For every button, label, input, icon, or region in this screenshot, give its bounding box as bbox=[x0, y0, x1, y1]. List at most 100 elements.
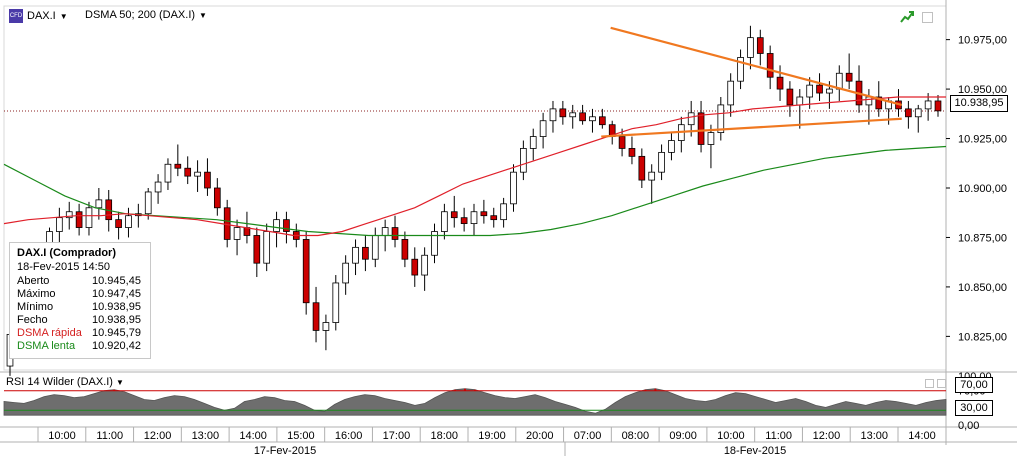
candle-body bbox=[924, 100, 932, 110]
candle-body bbox=[95, 199, 103, 209]
candle bbox=[391, 215, 399, 248]
ohlc-info-box: DAX.I (Comprador) 18-Fev-2015 14:50 Aber… bbox=[9, 242, 151, 359]
time-tick-label: 09:00 bbox=[669, 430, 697, 442]
candle bbox=[184, 156, 192, 185]
candle-body bbox=[638, 155, 646, 181]
time-tick-label: 12:00 bbox=[144, 430, 172, 442]
candle-body bbox=[618, 136, 626, 149]
slow-ma-line bbox=[3, 145, 947, 237]
candle bbox=[450, 195, 458, 228]
chevron-down-icon[interactable]: ▼ bbox=[199, 10, 207, 20]
candle-body bbox=[273, 219, 280, 232]
last-price-tag: 10.938,95 bbox=[950, 95, 1008, 112]
price-tick-label: 10.975,00 bbox=[958, 35, 1007, 47]
candle-body bbox=[144, 191, 152, 215]
trendline bbox=[610, 26, 903, 106]
candle bbox=[144, 188, 152, 220]
candle bbox=[658, 144, 665, 181]
candle-body bbox=[510, 171, 517, 205]
candle-body bbox=[500, 203, 507, 221]
candle-body bbox=[668, 140, 675, 153]
candle-body bbox=[569, 112, 577, 118]
candle-body bbox=[756, 37, 764, 54]
candle bbox=[766, 45, 774, 90]
candle bbox=[845, 53, 853, 90]
candle-body bbox=[865, 96, 873, 106]
candle bbox=[65, 201, 73, 230]
time-tick-label: 11:00 bbox=[765, 430, 792, 442]
time-tick-label: 17:00 bbox=[383, 430, 411, 442]
info-title: DAX.I (Comprador) bbox=[17, 247, 116, 259]
candle-body bbox=[283, 219, 290, 232]
candle-body bbox=[431, 231, 438, 256]
candle bbox=[500, 197, 507, 228]
time-tick-label: 20:00 bbox=[526, 430, 554, 442]
candle bbox=[747, 25, 754, 70]
indicator-selector[interactable]: DSMA 50; 200 (DAX.I) ▼ bbox=[85, 9, 207, 21]
rsi-plot[interactable] bbox=[3, 388, 947, 416]
time-tick-label: 18:00 bbox=[430, 430, 458, 442]
candle bbox=[233, 219, 241, 256]
candle bbox=[401, 231, 409, 268]
time-tick-label: 08:00 bbox=[622, 430, 650, 442]
candle-body bbox=[362, 246, 369, 260]
candle bbox=[905, 100, 912, 129]
candle bbox=[470, 203, 478, 236]
candle bbox=[638, 148, 646, 188]
candle-body bbox=[717, 104, 725, 134]
price-tick-label: 10.900,00 bbox=[958, 183, 1007, 195]
candle-body bbox=[806, 84, 813, 98]
candle bbox=[312, 286, 320, 343]
candle bbox=[707, 124, 715, 169]
candle bbox=[115, 211, 122, 240]
candle-body bbox=[914, 108, 922, 118]
rsi-30-tag: 30,00 bbox=[955, 400, 993, 416]
trendline bbox=[601, 117, 902, 138]
candle-body bbox=[65, 211, 73, 219]
candle bbox=[589, 108, 596, 133]
candle bbox=[727, 73, 735, 117]
symbol-selector[interactable]: CFD DAX.I ▼ bbox=[9, 9, 68, 23]
candle-body bbox=[401, 239, 409, 260]
candle-body bbox=[480, 211, 488, 217]
candle bbox=[174, 144, 182, 177]
candle-body bbox=[727, 80, 735, 106]
candle bbox=[648, 164, 656, 204]
candle bbox=[154, 174, 162, 204]
candle-body bbox=[589, 116, 596, 122]
info-row-open: Aberto 10.945,45 bbox=[17, 275, 141, 287]
maximize-icon[interactable] bbox=[922, 12, 933, 23]
candle bbox=[599, 108, 606, 129]
candle bbox=[539, 112, 547, 149]
candle-body bbox=[421, 254, 428, 276]
candle bbox=[914, 104, 922, 133]
candle-body bbox=[154, 181, 162, 193]
candle-body bbox=[529, 136, 537, 149]
time-tick-label: 11:00 bbox=[96, 430, 123, 442]
candle-body bbox=[263, 231, 271, 264]
candle-body bbox=[747, 37, 754, 58]
candle-body bbox=[184, 167, 192, 177]
candle-body bbox=[125, 215, 132, 228]
candle bbox=[362, 235, 369, 272]
candle bbox=[786, 81, 794, 117]
trend-arrow-icon[interactable] bbox=[900, 11, 914, 23]
candle-body bbox=[737, 57, 744, 82]
candle bbox=[204, 158, 211, 196]
candle bbox=[618, 128, 626, 157]
candle-body bbox=[332, 282, 340, 323]
candle bbox=[549, 100, 557, 133]
chevron-down-icon[interactable]: ▼ bbox=[59, 11, 68, 21]
time-axis: 10:00 11:00 12:00 13:00 14:00 15:00 16:00 17:00… bbox=[37, 427, 936, 457]
candle bbox=[302, 231, 310, 315]
rsi-indicator-selector[interactable]: RSI 14 Wilder (DAX.I) ▼ bbox=[6, 376, 124, 388]
candle-body bbox=[56, 217, 63, 232]
rsi-maximize-icon[interactable] bbox=[925, 379, 934, 388]
rsi-close-icon[interactable] bbox=[937, 379, 946, 388]
candle bbox=[529, 128, 537, 161]
rsi-70-tag: 70,00 bbox=[955, 377, 993, 393]
chevron-down-icon[interactable]: ▼ bbox=[115, 377, 124, 387]
time-tick-label: 14:00 bbox=[239, 430, 267, 442]
candle-body bbox=[371, 235, 379, 260]
